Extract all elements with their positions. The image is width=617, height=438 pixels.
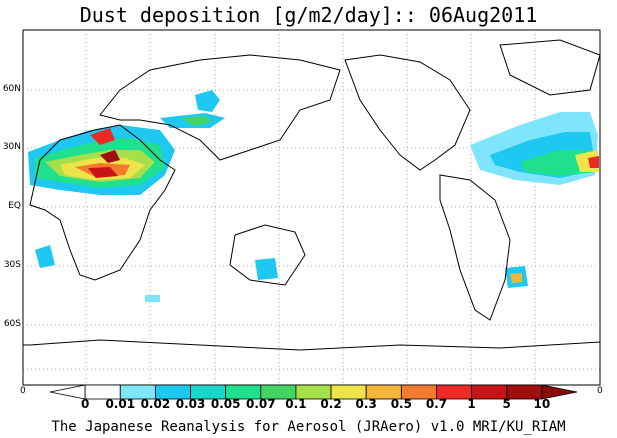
colorbar-tick-label: 0.5 <box>390 397 412 411</box>
colorbar-tick-label: 10 <box>533 397 551 411</box>
colorbar-segment <box>471 384 508 400</box>
lat-label-eq: EQ <box>8 201 21 211</box>
colorbar-tick-label: 0.05 <box>210 397 241 411</box>
colorbar-segment <box>541 384 578 400</box>
colorbar-tick-label: 0.01 <box>105 397 136 411</box>
colorbar-tick-label: 0.3 <box>355 397 377 411</box>
footer-credit: The Japanese Reanalysis for Aerosol (JRA… <box>51 419 566 435</box>
colorbar-tick-label: 0.07 <box>245 397 276 411</box>
map-title: Dust deposition [g/m2/day]:: 06Aug2011 <box>79 3 538 27</box>
colorbar-tick-label: 0.1 <box>285 397 307 411</box>
lat-label-30n: 30N <box>2 142 21 152</box>
colorbar-tick-label: 5 <box>502 397 511 411</box>
colorbar-tick-label: 1 <box>467 397 476 411</box>
colorbar-segment <box>49 384 86 400</box>
colorbar-tick-label: 0.03 <box>175 397 206 411</box>
colorbar-tick-label: 0.2 <box>320 397 342 411</box>
axis-zero-right: 0 <box>597 386 603 396</box>
lat-label-60s: 60S <box>3 319 21 329</box>
colorbar-tick-label: 0 <box>80 397 90 411</box>
colorbar-tick-label: 0.02 <box>140 397 171 411</box>
lat-label-60n: 60N <box>2 84 21 94</box>
colorbar-tick-label: 0.7 <box>425 397 448 411</box>
lat-label-30s: 30S <box>3 260 21 270</box>
axis-zero-left: 0 <box>20 386 26 396</box>
